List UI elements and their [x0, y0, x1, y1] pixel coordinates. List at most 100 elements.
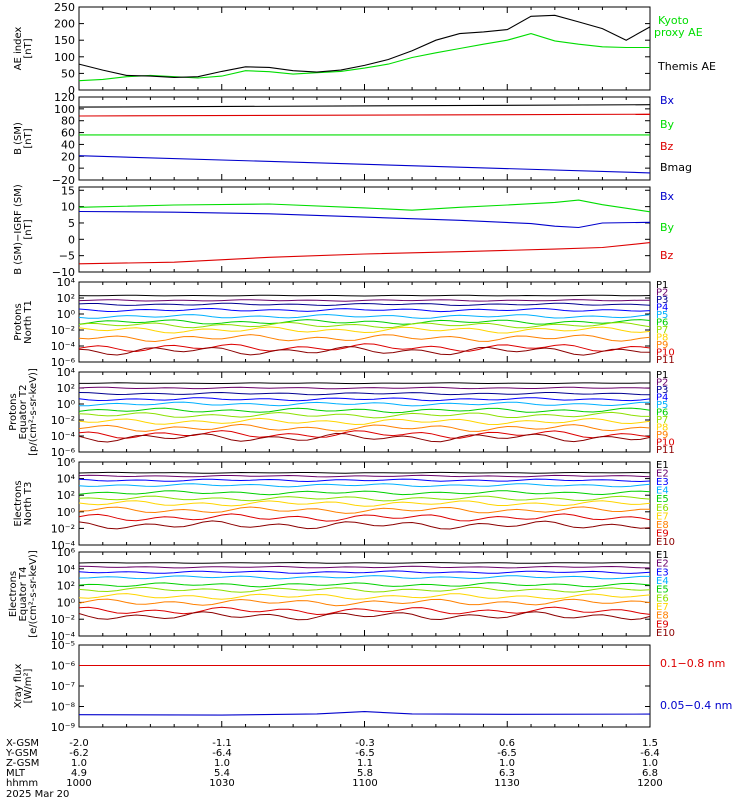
orbit-value: 1130: [494, 778, 519, 789]
legend-e2: E2: [656, 559, 669, 570]
orbit-value: 1200: [637, 778, 662, 789]
y-tick-label: 250: [54, 1, 75, 14]
series-line-kyoto-proxy-ae: [78, 33, 650, 82]
legend-e3: E3: [656, 567, 669, 578]
legend-p10: P10: [656, 347, 675, 358]
legend-p9: P9: [656, 340, 668, 351]
legend-e7: E7: [656, 602, 669, 613]
y-tick-label: 10²: [57, 580, 75, 593]
y-tick-label: 10⁻⁴: [51, 630, 76, 643]
legend-e1: E1: [656, 460, 669, 471]
legend-e1: E1: [656, 550, 669, 561]
legend-e4: E4: [656, 486, 669, 497]
panel-xray: 10⁻⁹ 10⁻⁸ 10⁻⁷ 10⁻⁶ 10⁻⁵ Xray flux [W/m²] 0.1−0…: [13, 639, 732, 734]
panel-e4: 10⁻⁴ 10⁻² 10⁰ 10² 10⁴ 10⁶ Electrons Equator T4[…: [8, 546, 675, 643]
y-tick-label: 10⁶: [57, 456, 76, 469]
y-tick-label: 10⁻²: [51, 613, 75, 626]
y-axis-title: Electrons North T3: [13, 480, 34, 526]
channel-line-p2: [78, 386, 651, 390]
y-axis-title-line: Electrons: [8, 571, 19, 617]
y-tick-label: 10⁻²: [51, 522, 75, 535]
channel-line-e9: [78, 606, 651, 616]
orbit-row-label: X-GSM: [6, 738, 39, 749]
orbit-value: 6.3: [499, 768, 515, 779]
channel-line-p6: [78, 319, 651, 325]
channel-line-e10: [78, 611, 651, 621]
legend-p2: P2: [656, 287, 668, 298]
y-tick-label: 10⁴: [57, 473, 76, 486]
channel-line-p11: [78, 432, 651, 443]
orbit-row-label: MLT: [6, 768, 26, 779]
channel-line-e5: [78, 582, 651, 588]
orbit-table: X-GSM -2.0 -1.1 -0.3 0.6 1.5 Y-GSM -6.2 -6.4 -6.5…: [5, 738, 663, 800]
channel-line-e2: [78, 565, 651, 569]
channel-line-e9: [78, 513, 651, 522]
y-axis-title-line: B (SM)−IGRF (SM): [13, 184, 24, 275]
y-tick-label: 10⁶: [57, 546, 76, 559]
y-tick-label: 10⁰: [57, 596, 76, 609]
orbit-value: -1.1: [212, 738, 232, 749]
orbit-value: 1100: [352, 778, 377, 789]
y-axis-title-line: [p/(cm²-s-sr-keV)]: [28, 368, 39, 456]
y-tick-label: −20: [52, 174, 75, 187]
legend-xray-long: 0.1−0.8 nm: [660, 657, 725, 670]
channel-line-e5: [78, 490, 651, 496]
legend-p7: P7: [656, 415, 668, 426]
series-line-bz: [78, 242, 651, 265]
y-tick-label: −10: [52, 266, 75, 279]
channel-line-p1: [79, 382, 650, 385]
y-tick-label: 10²: [57, 292, 75, 305]
orbit-row-label: Z-GSM: [6, 758, 39, 769]
channel-line-e3: [78, 478, 651, 483]
orbit-value: -6.4: [640, 748, 660, 759]
legend-bx: Bx: [660, 190, 675, 203]
channel-line-p3: [78, 302, 651, 307]
orbit-value: -2.0: [69, 738, 89, 749]
y-tick-label: 10⁰: [57, 308, 76, 321]
orbit-value: 1.0: [642, 758, 658, 769]
channel-line-p10: [78, 430, 651, 439]
channel-line-p2: [78, 299, 651, 302]
y-axis-title: Xray flux [W/m²]: [13, 664, 34, 709]
orbit-value: 5.4: [214, 768, 230, 779]
legend-p3: P3: [656, 295, 668, 306]
y-tick-label: 10⁴: [57, 276, 76, 289]
y-tick-label: 10⁻⁶: [51, 446, 76, 459]
panel-p1: 10⁻⁶ 10⁻⁴ 10⁻² 10⁰ 10² 10⁴ Protons North T1 P1P2…: [13, 276, 675, 369]
orbit-value: 1000: [66, 778, 91, 789]
y-tick-label: 10⁴: [57, 563, 76, 576]
y-tick-label: 100: [54, 51, 75, 64]
series-line-bx: [78, 210, 651, 229]
panel-dbigrf: −10 −5 0 5 10 15 B (SM)−IGRF (SM) [nT] Bx By Bz: [13, 184, 675, 279]
series-line-bz: [78, 113, 651, 117]
orbit-value: -0.3: [355, 738, 375, 749]
y-tick-label: 200: [54, 18, 75, 31]
legend-kyoto: Kyoto: [658, 14, 689, 27]
y-axis-title-line: [e/(cm²-s-sr-keV)]: [28, 550, 39, 638]
y-axis-title-line: North T3: [23, 482, 34, 526]
legend-p3: P3: [656, 385, 668, 396]
channel-line-p10: [78, 343, 651, 353]
orbit-row-label: hhmm: [6, 778, 38, 789]
channel-line-p8: [78, 417, 651, 426]
y-tick-label: 10⁻⁶: [51, 356, 76, 369]
channel-line-e6: [78, 586, 651, 593]
y-tick-label: 20: [61, 150, 75, 163]
channel-line-p9: [78, 334, 651, 343]
y-tick-label: 0: [68, 84, 75, 97]
legend-e5: E5: [656, 585, 669, 596]
legend-p4: P4: [656, 392, 668, 403]
legend-p6: P6: [656, 407, 668, 418]
channel-line-p1: [78, 294, 651, 297]
orbit-value: 0.6: [499, 738, 515, 749]
legend-themis-ae: Themis AE: [657, 60, 716, 73]
legend-p2: P2: [656, 377, 668, 388]
y-tick-label: 100: [54, 103, 75, 116]
panel-p2: 10⁻⁶ 10⁻⁴ 10⁻² 10⁰ 10² 10⁴ Protons Equator T2 [p…: [8, 366, 675, 459]
channel-line-e6: [78, 495, 651, 502]
y-axis-title-line: North T1: [23, 300, 34, 344]
y-tick-label: 120: [54, 91, 75, 104]
channel-line-e4: [78, 575, 650, 580]
